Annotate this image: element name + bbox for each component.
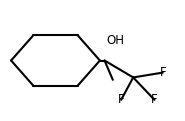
Text: F: F xyxy=(118,93,125,106)
Text: OH: OH xyxy=(107,34,125,47)
Text: F: F xyxy=(151,93,158,106)
Text: F: F xyxy=(159,66,166,79)
